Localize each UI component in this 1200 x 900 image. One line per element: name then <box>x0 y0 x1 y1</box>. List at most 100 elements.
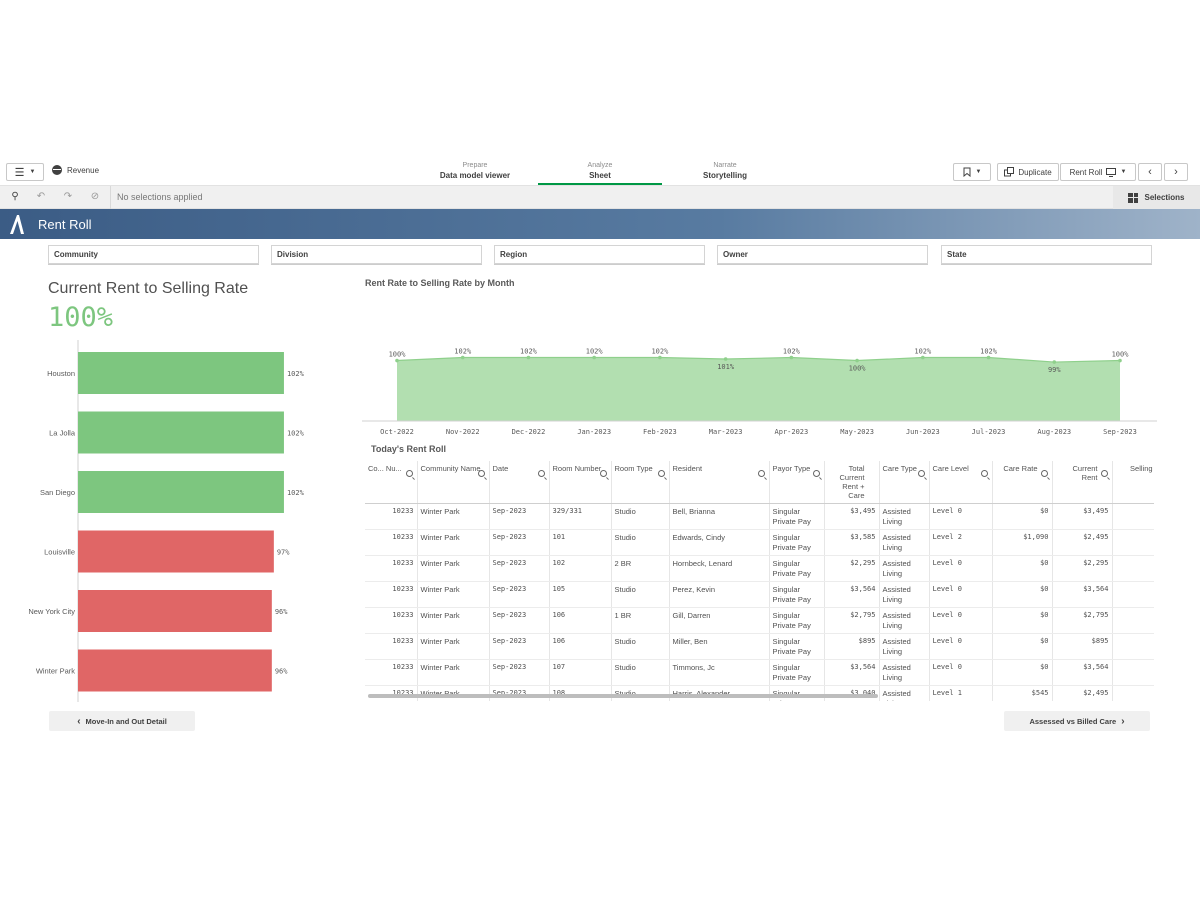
table-cell: Studio <box>611 529 670 556</box>
area-point[interactable] <box>658 355 662 360</box>
filter-label: Division <box>277 250 309 259</box>
column-header[interactable]: Care Level <box>929 461 993 504</box>
bar-san-diego[interactable] <box>78 471 284 513</box>
move-in-out-detail-button[interactable]: ‹ Move-In and Out Detail <box>49 711 195 731</box>
kpi-label: Current Rent to Selling Rate <box>48 280 249 297</box>
table-cell: $0 <box>992 633 1053 660</box>
bookmark-button[interactable]: ▼ <box>953 163 991 181</box>
table-cell: $2, <box>1112 685 1154 701</box>
table-cell: Winter Park <box>417 633 490 660</box>
search-icon[interactable] <box>980 470 988 477</box>
step-back-icon[interactable]: ↶ <box>36 191 46 202</box>
table-cell: Studio <box>611 581 670 608</box>
column-header[interactable]: Room Type <box>611 461 670 504</box>
filter-division[interactable]: Division <box>271 245 482 264</box>
table-row[interactable]: 10233 Winter Park Sep-2023 106 1 BR Gill, Dar… <box>365 607 1154 634</box>
area-line <box>396 356 1121 363</box>
main-menu-button[interactable]: ☰ ▼ <box>6 163 44 181</box>
sheet-selector-button[interactable]: Rent Roll ▼ <box>1060 163 1136 181</box>
area-point[interactable] <box>723 357 728 361</box>
table-row[interactable]: 10233 Winter Park Sep-2023 106 Studio Miller,… <box>365 633 1154 660</box>
next-sheet-button[interactable]: › <box>1164 163 1188 181</box>
area-point[interactable] <box>789 355 794 360</box>
selections-tool-button[interactable]: Selections <box>1113 186 1200 209</box>
step-forward-icon[interactable]: ↷ <box>63 191 73 202</box>
column-header[interactable]: Community Name <box>417 461 490 504</box>
table-cell: 105 <box>549 581 612 608</box>
area-point[interactable] <box>1118 358 1122 363</box>
search-icon[interactable] <box>657 470 665 477</box>
tab-prepare-label: Data model viewer <box>439 171 511 180</box>
chevron-right-icon: › <box>1174 166 1178 178</box>
search-icon[interactable] <box>537 470 545 477</box>
bar-houston[interactable] <box>78 352 284 394</box>
table-row[interactable]: 10233 Winter Park Sep-2023 102 2 BR Hornbeck,… <box>365 555 1154 582</box>
bar-la-jolla[interactable] <box>78 411 284 454</box>
search-icon[interactable] <box>757 470 765 477</box>
table-cell: Assisted Living <box>879 633 930 660</box>
search-icon[interactable] <box>477 470 485 477</box>
rent-roll-table: Co... Nu... Community Name Date Room Number… <box>365 461 1154 701</box>
column-header[interactable]: Date <box>489 461 550 504</box>
search-icon[interactable] <box>917 470 925 477</box>
clear-selections-icon[interactable]: ⊘ <box>90 191 100 202</box>
bar-winter-park[interactable] <box>78 649 272 692</box>
area-point[interactable] <box>855 358 859 363</box>
bar-category-label: New York City <box>28 607 75 616</box>
column-header[interactable]: Resident <box>669 461 770 504</box>
column-header[interactable]: Room Number <box>549 461 612 504</box>
column-header[interactable]: Care Type <box>879 461 930 504</box>
tab-narrate[interactable]: Narrate Storytelling <box>663 161 787 185</box>
search-icon[interactable] <box>812 470 820 477</box>
filter-state[interactable]: State <box>941 245 1152 264</box>
tab-analyze[interactable]: Analyze Sheet <box>538 161 662 185</box>
table-cell: Singular Private Pay <box>769 607 825 634</box>
tab-prepare[interactable]: Prepare Data model viewer <box>413 161 537 185</box>
bar-new-york-city[interactable] <box>78 590 272 632</box>
area-point[interactable] <box>986 355 991 360</box>
table-cell: $895 <box>824 633 880 660</box>
search-icon[interactable] <box>1100 470 1108 477</box>
smart-search-icon[interactable]: ⚲ <box>11 191 19 202</box>
duplicate-icon <box>1004 167 1015 177</box>
area-point[interactable] <box>921 355 925 360</box>
bar-value-label: 96% <box>275 668 288 676</box>
area-point[interactable] <box>460 355 465 360</box>
area-point[interactable] <box>526 355 531 360</box>
table-cell: $2,495 <box>1052 529 1113 556</box>
column-header[interactable]: Payor Type <box>769 461 825 504</box>
duplicate-button[interactable]: Duplicate <box>997 163 1059 181</box>
filter-owner[interactable]: Owner <box>717 245 928 264</box>
table-cell: Level 0 <box>929 581 993 608</box>
app-name[interactable]: Revenue <box>52 165 99 175</box>
table-header-row: Co... Nu... Community Name Date Room Number… <box>365 461 1154 504</box>
filter-region[interactable]: Region <box>494 245 705 264</box>
column-header[interactable]: Co... Nu... <box>365 461 418 504</box>
table-row[interactable]: 10233 Winter Park Sep-2023 329/331 Studio Bel… <box>365 503 1154 530</box>
column-header[interactable]: Total Current Rent + Care <box>824 461 880 504</box>
column-header[interactable]: Selling Rate <box>1112 461 1154 504</box>
table-row[interactable]: 10233 Winter Park Sep-2023 105 Studio Perez, … <box>365 581 1154 608</box>
filter-community[interactable]: Community <box>48 245 259 264</box>
column-header[interactable]: Care Rate <box>992 461 1053 504</box>
bar-value-label: 102% <box>287 370 305 378</box>
move-in-out-label: Move-In and Out Detail <box>85 716 167 726</box>
table-row[interactable]: 10233 Winter Park Sep-2023 107 Studio Timmons… <box>365 659 1154 686</box>
table-horizontal-scrollbar[interactable] <box>368 694 878 698</box>
area-point[interactable] <box>395 358 399 363</box>
table-row[interactable]: 10233 Winter Park Sep-2023 101 Studio Edwards… <box>365 529 1154 556</box>
area-point[interactable] <box>592 355 596 360</box>
chevron-right-icon: › <box>1121 715 1125 727</box>
search-icon[interactable] <box>405 470 413 477</box>
table-cell: Gill, Darren <box>669 607 770 634</box>
company-logo-icon <box>10 215 24 234</box>
column-header-label: Room Number <box>552 464 602 473</box>
column-header-label: Care Level <box>932 464 969 473</box>
bar-louisville[interactable] <box>78 530 274 573</box>
search-icon[interactable] <box>1040 470 1048 477</box>
search-icon[interactable] <box>599 470 607 477</box>
previous-sheet-button[interactable]: ‹ <box>1138 163 1162 181</box>
assessed-vs-billed-care-button[interactable]: Assessed vs Billed Care › <box>1004 711 1150 731</box>
area-point[interactable] <box>1052 360 1057 364</box>
column-header[interactable]: Current Rent <box>1052 461 1113 504</box>
